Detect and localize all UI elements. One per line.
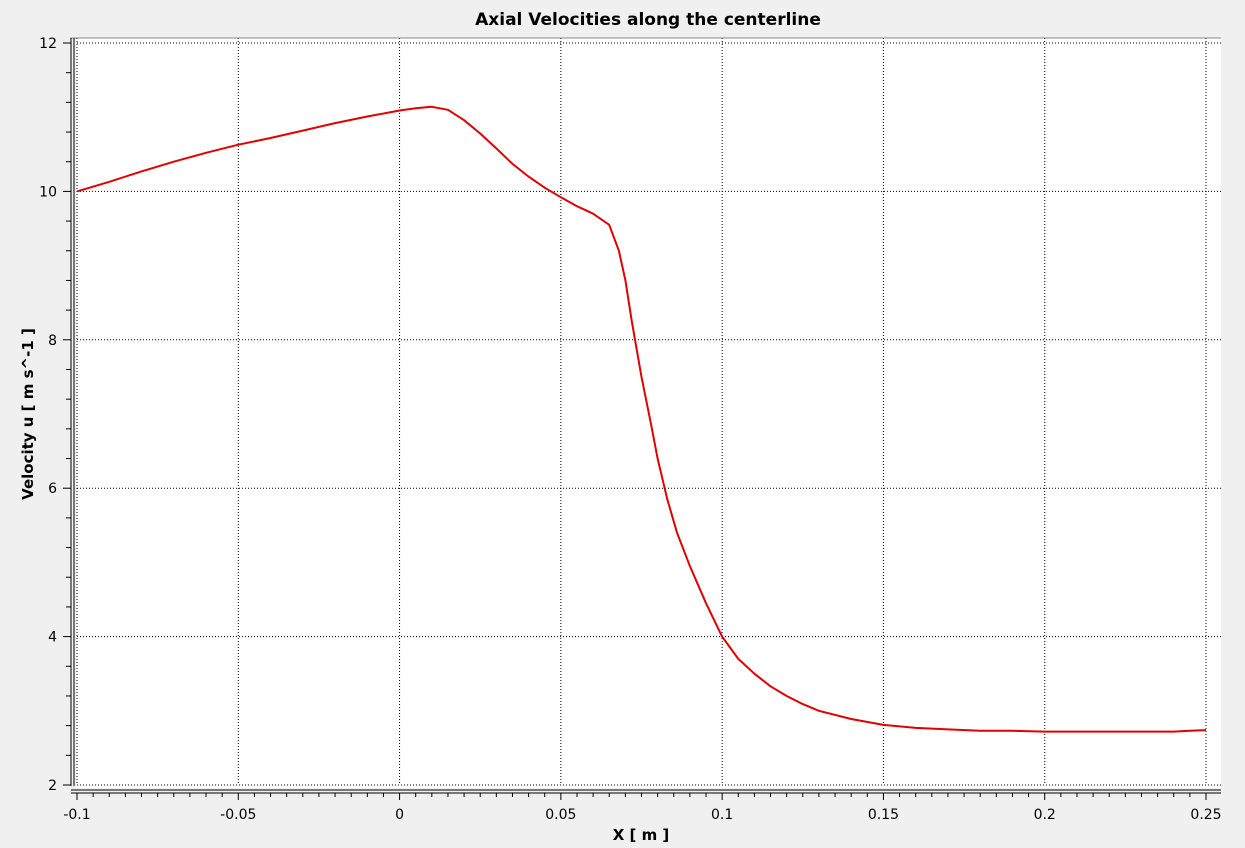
y-tick-label: 10 — [39, 184, 57, 200]
x-tick-label: 0.05 — [545, 807, 576, 823]
x-tick-label: 0 — [395, 807, 404, 823]
series-group — [76, 105, 1207, 733]
y-tick-label: 12 — [39, 36, 57, 52]
x-tick-label: 0.2 — [1034, 807, 1056, 823]
y-axis-label: Velocity u [ m s^-1 ] — [19, 328, 37, 500]
series-line — [76, 105, 1207, 733]
y-tick-label: 8 — [48, 333, 57, 349]
x-tick-labels: -0.1 -0.05 0 0.05 0.1 0.15 0.2 0.25 — [63, 807, 1221, 823]
y-tick-label: 6 — [48, 481, 57, 497]
x-axis-label: X [ m ] — [613, 826, 670, 844]
y-tick-labels: 2 4 6 8 10 12 — [39, 36, 57, 794]
chart-title: Axial Velocities along the centerline — [475, 10, 821, 30]
axes — [70, 37, 1221, 794]
x-tick-label: -0.1 — [63, 807, 90, 823]
x-tick-label: 0.15 — [868, 807, 899, 823]
x-tick-label: -0.05 — [220, 807, 256, 823]
y-tick-label: 4 — [48, 630, 57, 646]
tick-marks — [63, 42, 1207, 800]
y-tick-label: 2 — [48, 778, 57, 794]
x-tick-label: 0.1 — [711, 807, 733, 823]
x-tick-label: 0.25 — [1190, 807, 1221, 823]
